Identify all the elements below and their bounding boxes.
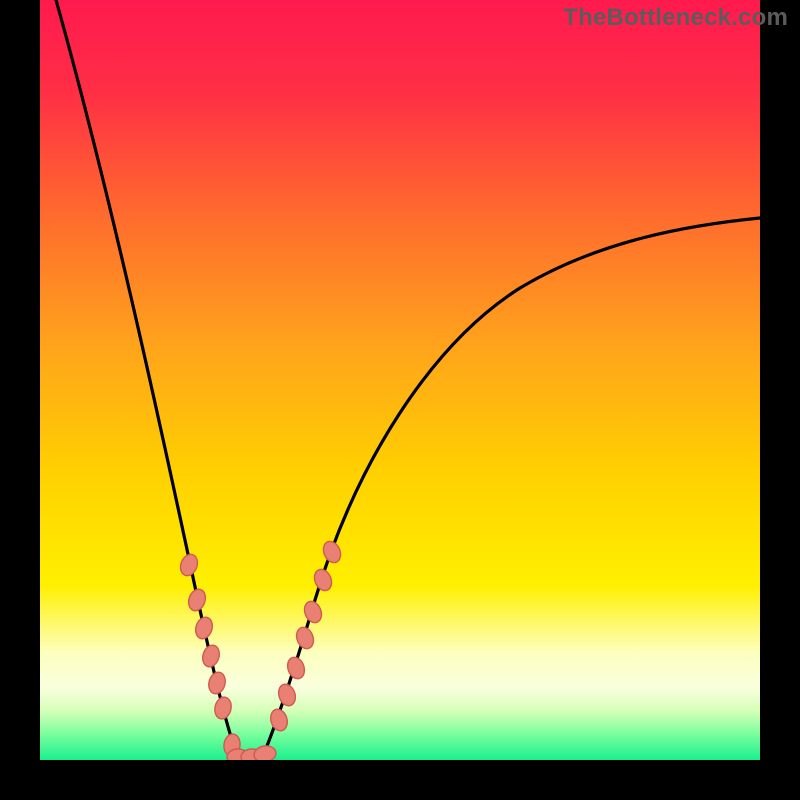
plot-background [40,0,760,760]
watermark-text: TheBottleneck.com [563,4,788,32]
